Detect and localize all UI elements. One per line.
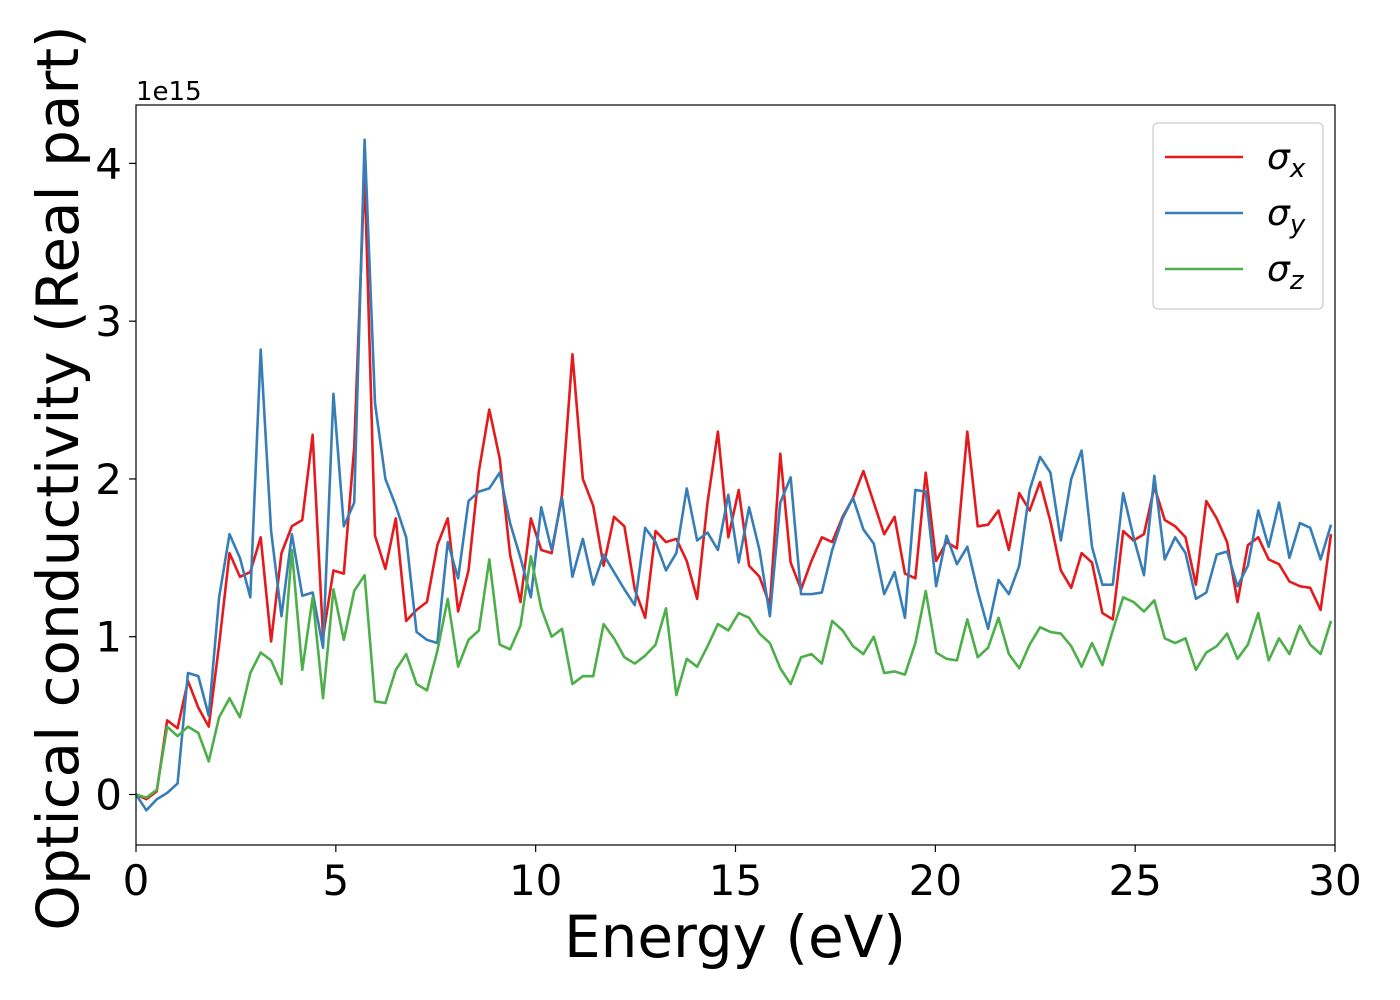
x-tick-label: 30 — [1308, 856, 1361, 905]
y-tick-label: 1 — [95, 613, 122, 662]
legend-box — [1152, 122, 1324, 310]
y-offset-label: 1e15 — [136, 77, 202, 107]
series-line — [136, 138, 1333, 812]
x-tick-label: 20 — [909, 856, 962, 905]
legend-label: σz — [1267, 249, 1305, 296]
series-line — [136, 169, 1333, 801]
x-tick-label: 15 — [709, 856, 762, 905]
series-line — [136, 548, 1333, 799]
y-tick-label: 4 — [95, 139, 122, 188]
plot-lines — [136, 138, 1333, 812]
x-tick-label: 10 — [509, 856, 562, 905]
y-axis-label: Optical conductivity (Real part) — [24, 25, 92, 930]
y-tick-label: 3 — [95, 297, 122, 346]
x-tick-label: 25 — [1108, 856, 1161, 905]
x-tick-label: 0 — [123, 856, 150, 905]
plot-frame — [135, 104, 1336, 846]
x-tick-label: 5 — [322, 856, 349, 905]
x-axis-label: Energy (eV) — [564, 903, 906, 971]
y-tick-label: 0 — [95, 771, 122, 820]
legend-label: σy — [1267, 193, 1306, 240]
y-tick-label: 2 — [95, 455, 122, 504]
legend-label: σx — [1267, 137, 1306, 184]
